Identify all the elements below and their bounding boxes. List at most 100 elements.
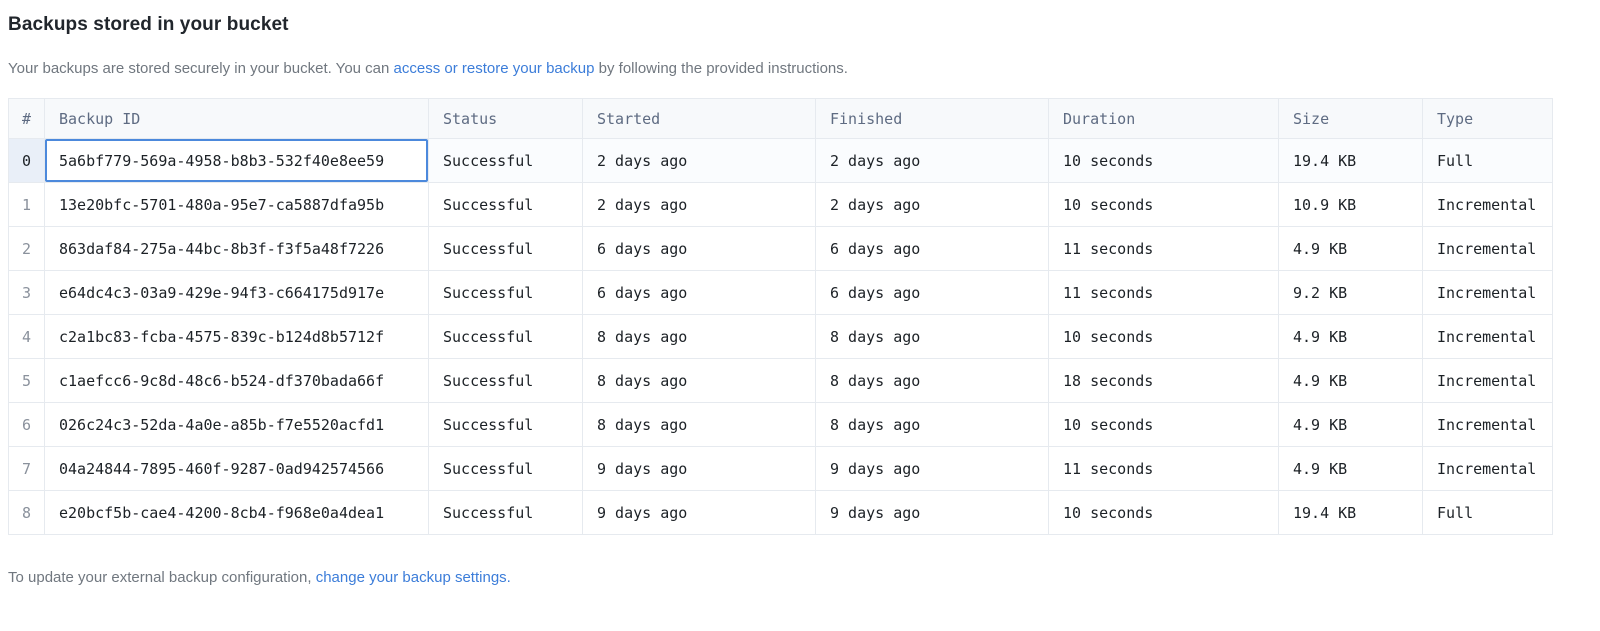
table-header-row: # Backup ID Status Started Finished Duration S… xyxy=(8,98,1553,139)
backup-id-cell[interactable]: 026c24c3-52da-4a0e-a85b-f7e5520acfd1 xyxy=(44,402,429,447)
backup-id-cell[interactable]: c2a1bc83-fcba-4575-839c-b124d8b5712f xyxy=(44,314,429,359)
footer-note: To update your external backup configura… xyxy=(8,569,1600,586)
table-row: 6 026c24c3-52da-4a0e-a85b-f7e5520acfd1 Suc… xyxy=(8,402,1553,447)
type-cell: Incremental xyxy=(1422,446,1553,491)
backup-id-cell[interactable]: 5a6bf779-569a-4958-b8b3-532f40e8ee59 xyxy=(44,138,429,183)
row-number: 2 xyxy=(8,226,45,271)
row-number: 7 xyxy=(8,446,45,491)
duration-cell: 11 seconds xyxy=(1048,226,1279,271)
duration-cell: 11 seconds xyxy=(1048,270,1279,315)
finished-cell: 9 days ago xyxy=(815,490,1049,535)
duration-cell: 10 seconds xyxy=(1048,490,1279,535)
table-row: 8 e20bcf5b-cae4-4200-8cb4-f968e0a4dea1 Suc… xyxy=(8,490,1553,535)
table-row: 1 13e20bfc-5701-480a-95e7-ca5887dfa95b Suc… xyxy=(8,182,1553,227)
backup-id-cell[interactable]: e64dc4c3-03a9-429e-94f3-c664175d917e xyxy=(44,270,429,315)
table-row: 4 c2a1bc83-fcba-4575-839c-b124d8b5712f Suc… xyxy=(8,314,1553,359)
backups-section: Backups stored in your bucket Your backu… xyxy=(8,14,1600,586)
backup-id-cell[interactable]: 04a24844-7895-460f-9287-0ad942574566 xyxy=(44,446,429,491)
finished-cell: 9 days ago xyxy=(815,446,1049,491)
duration-cell: 11 seconds xyxy=(1048,446,1279,491)
type-cell: Incremental xyxy=(1422,270,1553,315)
backup-id-cell[interactable]: 863daf84-275a-44bc-8b3f-f3f5a48f7226 xyxy=(44,226,429,271)
status-cell: Successful xyxy=(428,446,583,491)
backups-table: # Backup ID Status Started Finished Duration S… xyxy=(8,98,1553,535)
finished-cell: 2 days ago xyxy=(815,138,1049,183)
size-cell: 4.9 KB xyxy=(1278,402,1423,447)
backup-id-cell[interactable]: c1aefcc6-9c8d-48c6-b524-df370bada66f xyxy=(44,358,429,403)
column-header-size: Size xyxy=(1278,98,1423,139)
subtitle-text-after: by following the provided instructions. xyxy=(594,60,848,77)
finished-cell: 6 days ago xyxy=(815,226,1049,271)
size-cell: 4.9 KB xyxy=(1278,358,1423,403)
finished-cell: 2 days ago xyxy=(815,182,1049,227)
table-row: 7 04a24844-7895-460f-9287-0ad942574566 Suc… xyxy=(8,446,1553,491)
type-cell: Incremental xyxy=(1422,402,1553,447)
finished-cell: 8 days ago xyxy=(815,402,1049,447)
size-cell: 10.9 KB xyxy=(1278,182,1423,227)
type-cell: Incremental xyxy=(1422,314,1553,359)
change-backup-settings-link[interactable]: change your backup settings. xyxy=(315,569,511,586)
finished-cell: 6 days ago xyxy=(815,270,1049,315)
status-cell: Successful xyxy=(428,226,583,271)
table-row: 5 c1aefcc6-9c8d-48c6-b524-df370bada66f Suc… xyxy=(8,358,1553,403)
duration-cell: 10 seconds xyxy=(1048,314,1279,359)
started-cell: 9 days ago xyxy=(582,490,816,535)
row-number: 6 xyxy=(8,402,45,447)
status-cell: Successful xyxy=(428,182,583,227)
column-header-duration: Duration xyxy=(1048,98,1279,139)
page-title: Backups stored in your bucket xyxy=(8,14,289,35)
size-cell: 4.9 KB xyxy=(1278,446,1423,491)
table-row: 0 5a6bf779-569a-4958-b8b3-532f40e8ee59 Suc… xyxy=(8,138,1553,183)
status-cell: Successful xyxy=(428,270,583,315)
column-header-status: Status xyxy=(428,98,583,139)
started-cell: 8 days ago xyxy=(582,314,816,359)
row-number: 1 xyxy=(8,182,45,227)
access-restore-backup-link[interactable]: access or restore your backup xyxy=(393,60,595,77)
duration-cell: 10 seconds xyxy=(1048,402,1279,447)
started-cell: 2 days ago xyxy=(582,138,816,183)
size-cell: 4.9 KB xyxy=(1278,314,1423,359)
subtitle: Your backups are stored securely in your… xyxy=(8,60,1600,77)
started-cell: 8 days ago xyxy=(582,358,816,403)
row-number: 4 xyxy=(8,314,45,359)
footer-text-before: To update your external backup configura… xyxy=(8,569,316,586)
finished-cell: 8 days ago xyxy=(815,314,1049,359)
finished-cell: 8 days ago xyxy=(815,358,1049,403)
size-cell: 9.2 KB xyxy=(1278,270,1423,315)
type-cell: Incremental xyxy=(1422,182,1553,227)
column-header--: # xyxy=(8,98,45,139)
column-header-started: Started xyxy=(582,98,816,139)
type-cell: Incremental xyxy=(1422,226,1553,271)
status-cell: Successful xyxy=(428,358,583,403)
status-cell: Successful xyxy=(428,402,583,447)
type-cell: Incremental xyxy=(1422,358,1553,403)
type-cell: Full xyxy=(1422,490,1553,535)
size-cell: 19.4 KB xyxy=(1278,490,1423,535)
status-cell: Successful xyxy=(428,138,583,183)
size-cell: 4.9 KB xyxy=(1278,226,1423,271)
size-cell: 19.4 KB xyxy=(1278,138,1423,183)
backup-id-cell[interactable]: 13e20bfc-5701-480a-95e7-ca5887dfa95b xyxy=(44,182,429,227)
duration-cell: 18 seconds xyxy=(1048,358,1279,403)
duration-cell: 10 seconds xyxy=(1048,182,1279,227)
started-cell: 8 days ago xyxy=(582,402,816,447)
table-row: 3 e64dc4c3-03a9-429e-94f3-c664175d917e Suc… xyxy=(8,270,1553,315)
started-cell: 2 days ago xyxy=(582,182,816,227)
type-cell: Full xyxy=(1422,138,1553,183)
started-cell: 9 days ago xyxy=(582,446,816,491)
column-header-type: Type xyxy=(1422,98,1553,139)
started-cell: 6 days ago xyxy=(582,226,816,271)
backup-table-rows: 0 5a6bf779-569a-4958-b8b3-532f40e8ee59 Suc… xyxy=(8,138,1553,535)
started-cell: 6 days ago xyxy=(582,270,816,315)
row-number: 8 xyxy=(8,490,45,535)
duration-cell: 10 seconds xyxy=(1048,138,1279,183)
row-number: 3 xyxy=(8,270,45,315)
status-cell: Successful xyxy=(428,314,583,359)
subtitle-text-before: Your backups are stored securely in your… xyxy=(8,60,394,77)
row-number: 0 xyxy=(8,138,45,183)
column-header-backup-id: Backup ID xyxy=(44,98,429,139)
status-cell: Successful xyxy=(428,490,583,535)
column-header-finished: Finished xyxy=(815,98,1049,139)
row-number: 5 xyxy=(8,358,45,403)
backup-id-cell[interactable]: e20bcf5b-cae4-4200-8cb4-f968e0a4dea1 xyxy=(44,490,429,535)
